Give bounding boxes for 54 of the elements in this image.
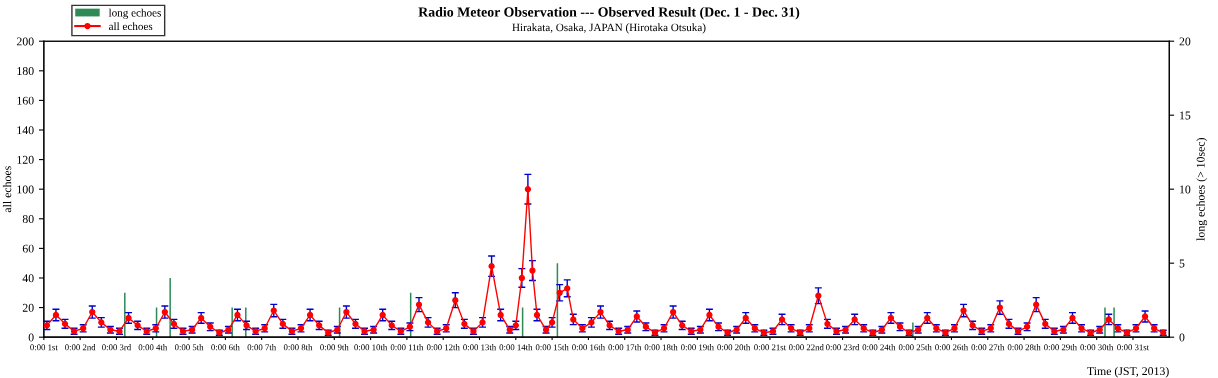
x-axis-title: Time (JST, 2013) [1087, 366, 1169, 378]
x-tick-label: 0:00 8th [283, 344, 313, 351]
x-tick-label: 0:00 26th [935, 344, 968, 351]
x-tick-label: 0:00 10th [354, 344, 388, 351]
y2-tick-label: 15 [1180, 111, 1191, 120]
y-tick-label: 100 [17, 185, 34, 194]
x-tick-label: 0:00 25th [898, 344, 932, 351]
y-tick-label: 40 [22, 274, 34, 283]
x-tick-label: 0:00 5th [174, 344, 204, 351]
x-tick-label: 0:00 30th [1080, 344, 1114, 351]
x-tick-label: 0:00 22nd [788, 344, 824, 351]
y-tick-label: 60 [22, 244, 34, 253]
x-tick-label: 0:00 4th [138, 344, 168, 351]
y2-tick-label: 5 [1179, 259, 1185, 268]
y-tick-label: 20 [22, 303, 34, 312]
x-tick-label: 0:00 17th [608, 344, 642, 351]
x-tick-label: 0:00 13th [463, 344, 497, 351]
y2-tick-label: 10 [1180, 185, 1191, 194]
x-tick-label: 0:00 1st [30, 344, 58, 351]
chart-title: Radio Meteor Observation --- Observed Result (Dec. 1 - Dec. 31) [418, 6, 800, 20]
y-tick-label: 160 [17, 96, 34, 105]
legend-label: long echoes [108, 8, 161, 19]
x-tick-label: 0:00 23rd [825, 344, 860, 351]
y-tick-label: 140 [17, 126, 34, 135]
legend-label: all echoes [108, 22, 153, 31]
x-tick-label: 0:00 19th [681, 344, 714, 351]
x-tick-label: 0:00 24th [862, 344, 896, 351]
x-tick-label: 0:00 28th [1007, 344, 1041, 351]
x-tick-label: 0:00 7th [247, 344, 277, 351]
x-tick-label: 0:00 29th [1044, 344, 1077, 351]
y2-axis-title: long echoes (> 10sec) [1196, 138, 1208, 241]
y-tick-label: 80 [22, 215, 34, 223]
y-tick-label: 200 [16, 37, 34, 46]
y-tick-label: 180 [17, 67, 34, 76]
y-tick-label: 0 [28, 333, 34, 342]
x-tick-label: 0:00 9th [320, 344, 349, 351]
x-tick-label: 0:00 20th [717, 344, 751, 351]
x-tick-label: 0:00 18th [644, 344, 678, 351]
y2-tick-label: 20 [1179, 37, 1191, 46]
x-tick-label: 0:00 21st [754, 344, 787, 351]
x-tick-label: 0:00 14th [499, 344, 533, 351]
x-tick-label: 0:00 11th [390, 344, 424, 351]
y-axis-title: all echoes [2, 166, 12, 213]
x-tick-label: 0:00 31st [1117, 344, 1150, 351]
x-tick-label: 0:00 12th [426, 344, 460, 351]
chart-subtitle: Hirakata, Osaka, JAPAN (Hirotaka Otsuka) [512, 23, 706, 34]
x-tick-label: 0:00 2nd [65, 344, 96, 351]
y2-tick-label: 0 [1179, 333, 1185, 342]
y-tick-label: 120 [17, 155, 34, 164]
x-tick-label: 0:00 6th [211, 344, 240, 351]
x-tick-label: 0:00 3rd [102, 344, 132, 351]
x-tick-label: 0:00 16th [572, 344, 605, 351]
x-tick-label: 0:00 27th [971, 344, 1005, 351]
x-tick-label: 0:00 15th [535, 344, 569, 351]
